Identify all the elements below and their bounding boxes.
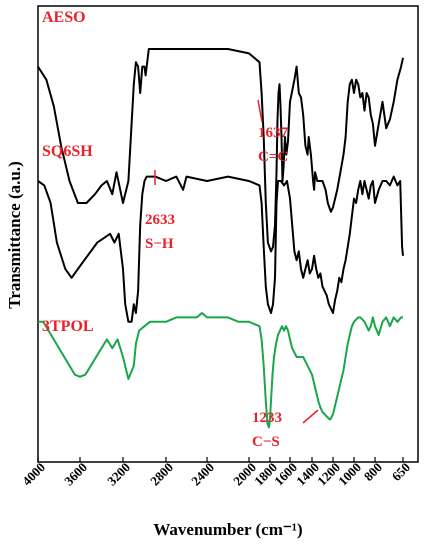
x-tick-label-2800: 2800 [147, 460, 176, 489]
annotation-layer: 1637 C=C 2633 S−H 1233 C−S [145, 99, 319, 450]
series-label-3tpol: 3TPOL [42, 318, 94, 335]
x-tick-label-2400: 2400 [188, 460, 217, 489]
annotation-aeso-line-2: C=C [258, 149, 288, 165]
series-label-sq6sh: SQ6SH [42, 143, 93, 160]
x-tick-label-650: 650 [389, 460, 413, 484]
annotation-sq6sh-line-1: 2633 [145, 212, 175, 228]
annotation-sq6sh-line-2: S−H [145, 236, 174, 252]
series-line-sq6sh [37, 175, 404, 323]
x-tick-label-1000: 1000 [335, 460, 364, 489]
series-line-3tpol [38, 312, 403, 429]
x-tick-label-800: 800 [361, 460, 385, 484]
annotation-leader-aeso [257, 99, 263, 123]
annotation-aeso-line-1: 1637 [258, 125, 289, 141]
series-layer: AESO SQ6SH 3TPOL [37, 9, 404, 429]
annotation-3tpol-line-2: C−S [252, 434, 280, 450]
y-axis-title: Transmittance (a.u.) [5, 161, 24, 308]
series-label-aeso: AESO [42, 9, 86, 26]
x-tick-label-4000: 4000 [19, 460, 48, 489]
annotation-3tpol-line-1: 1233 [252, 410, 282, 426]
x-tick-label-3200: 3200 [104, 460, 133, 489]
plot-frame [37, 5, 419, 463]
plot-area [37, 5, 419, 463]
x-axis-title: Wavenumber (cm⁻¹) [153, 520, 302, 539]
annotation-leader-3tpol [302, 409, 319, 424]
x-tick-label-3600: 3600 [61, 460, 90, 489]
series-line-aeso [37, 48, 404, 253]
